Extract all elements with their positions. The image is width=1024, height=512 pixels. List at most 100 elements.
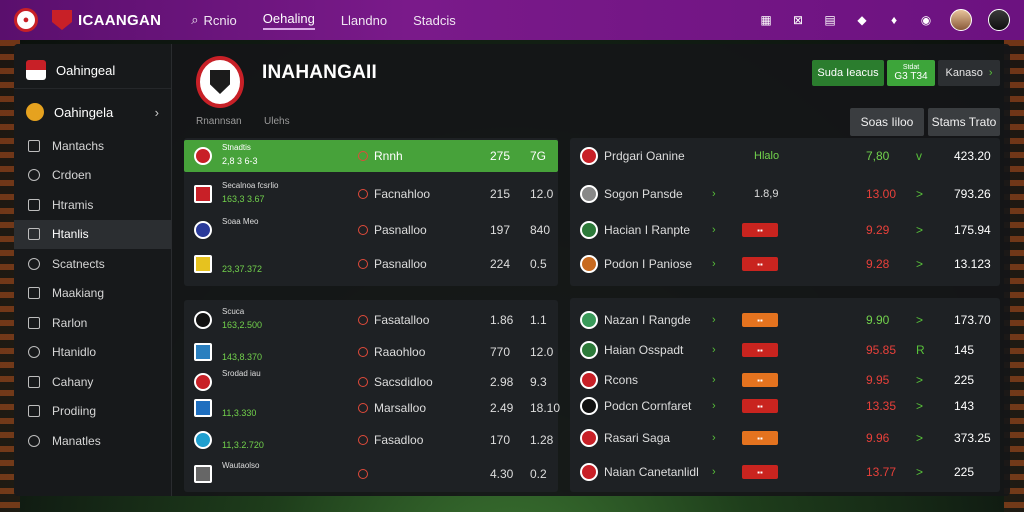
stat-a: 2.98 [490, 375, 514, 389]
nav-item-stadcis[interactable]: Stadcis [413, 12, 456, 28]
nav-item-search[interactable]: ⌕ Rcnio [191, 12, 237, 28]
left-panel-bottom: Scuca 163,2.500 Fasatalloo 1.86 1.1 143,… [184, 300, 560, 492]
sidebar-item-2[interactable]: Htramis [14, 190, 171, 220]
table-row[interactable]: Podon I Paniose › ▪▪ 9.28 > 13.123 [570, 248, 1000, 280]
table-icon[interactable]: ▤ [824, 13, 836, 27]
stat-b: 7G [530, 149, 547, 163]
trend-arrow-icon[interactable]: > [916, 399, 924, 413]
table-row[interactable]: 143,8.370 Raaohloo 770 12.0 [184, 336, 558, 368]
chevron-right-icon[interactable]: › [712, 432, 716, 444]
right-panel-top: Prdgari Oanine Hlalo 7,80 v 423.20 Sogon… [570, 138, 1000, 286]
trend-arrow-icon[interactable]: > [916, 373, 924, 387]
tag-icon[interactable]: ◆ [857, 13, 867, 27]
grid-icon[interactable]: ⊠ [792, 13, 804, 27]
sidebar-item-3[interactable]: Htanlis [14, 219, 171, 249]
trend-arrow-icon[interactable]: > [916, 431, 924, 445]
team-crest-icon [194, 465, 212, 483]
table-row[interactable]: Haian Osspadt › ▪▪ 95.85 R 145 [570, 334, 1000, 366]
trend-arrow-icon[interactable]: > [916, 257, 924, 271]
sidebar-item-5[interactable]: Maakiang [14, 279, 171, 309]
table-row[interactable]: 23,37.372 Pasnalloo 224 0.5 [184, 248, 558, 280]
trend-arrow-icon[interactable]: R [916, 343, 925, 357]
table-row[interactable]: Hacian I Ranpte › ▪▪ 9.29 > 175.94 [570, 214, 1000, 246]
app-logo-icon[interactable]: ● [14, 8, 38, 32]
avatar[interactable] [950, 9, 972, 31]
table-row[interactable]: Nazan I Rangde › ▪▪ 9.90 > 173.70 [570, 304, 1000, 336]
table-row[interactable]: Rcons › ▪▪ 9.95 > 225 [570, 364, 1000, 396]
sidebar-item-4[interactable]: Scatnects [14, 249, 171, 279]
brand-name[interactable]: ICAANGAN [78, 11, 162, 29]
team-crest-icon [194, 311, 212, 329]
action-button-b[interactable]: Stdat G3 T34 [887, 60, 935, 86]
globe-icon[interactable]: ◉ [920, 13, 932, 27]
sidebar-item-0[interactable]: Mantachs [14, 131, 171, 161]
chevron-right-icon[interactable]: › [712, 314, 716, 326]
team-crest-icon [194, 221, 212, 239]
player-icon [358, 259, 368, 269]
trend-arrow-icon[interactable]: > [916, 465, 924, 479]
chevron-right-icon[interactable]: › [712, 258, 716, 270]
team-stat: 23,37.372 [222, 264, 263, 274]
table-row[interactable]: Naian Canetanlidl › ▪▪ 13.77 > 225 [570, 456, 1000, 488]
sidebar-item-10[interactable]: Manatles [14, 426, 171, 456]
team-name: Scuca [222, 307, 245, 316]
player-icon [358, 315, 368, 325]
flag-icon[interactable]: ▦ [760, 13, 772, 27]
table-row[interactable]: Wautaolso 4.30 0.2 [184, 458, 558, 490]
table-row[interactable]: Stnadtis 2,8 3 6-3 Rnnh 275 7G [184, 140, 558, 172]
table-row[interactable]: 11,3.330 Marsalloo 2.49 18.10 [184, 392, 560, 424]
sidebar-club-selector[interactable]: Oahingela › [14, 88, 171, 131]
action-button-d[interactable]: Soas Iiloo [850, 108, 924, 136]
table-row[interactable]: Soaa Meo Pasnalloo 197 840 [184, 214, 558, 246]
team-stat: 163,2.500 [222, 320, 263, 330]
chevron-right-icon[interactable]: › [712, 344, 716, 356]
table-row[interactable]: Secalnoa fcsrlio 163,3 3.67 Facnahloo 21… [184, 178, 558, 210]
table-row[interactable]: Podcn Cornfaret › ▪▪ 13.35 > 143 [570, 390, 1000, 422]
sidebar-item-9[interactable]: Prodiing [14, 397, 171, 427]
sidebar-club-name: Oahingela [54, 104, 114, 120]
table-row[interactable]: Srodad iau Sacsdidloo 2.98 9.3 [184, 366, 558, 398]
list-icon [28, 198, 40, 211]
stat-b: 840 [530, 223, 551, 237]
chevron-right-icon: › [988, 67, 993, 79]
action-button-e[interactable]: Stams Trato [928, 108, 1000, 136]
player-name: Sacsdidloo [374, 375, 433, 389]
chevron-right-icon[interactable]: › [712, 466, 716, 478]
sidebar-item-1[interactable]: Crdoen [14, 161, 171, 191]
chevron-right-icon[interactable]: › [712, 374, 716, 386]
sidebar-item-6[interactable]: Rarlon [14, 308, 171, 338]
nav-item-oehaling[interactable]: Oehaling [262, 11, 315, 30]
total-value: 793.26 [954, 187, 991, 201]
nav-item-llandno[interactable]: Llandno [340, 12, 388, 28]
table-row[interactable]: Scuca 163,2.500 Fasatalloo 1.86 1.1 [184, 304, 558, 336]
action-button-a[interactable]: Suda Ieacus [812, 60, 884, 86]
team-crest-icon [580, 255, 598, 273]
fixture-name: Hacian I Ranpte [604, 223, 691, 237]
status-badge: ▪▪ [742, 373, 778, 387]
sidebar-item-8[interactable]: Cahany [14, 367, 171, 397]
odds-value: 95.85 [866, 343, 897, 357]
team-crest-icon [580, 185, 598, 203]
avatar-secondary[interactable] [988, 9, 1010, 31]
sidebar-header[interactable]: Oahingeal [14, 44, 171, 88]
action-button-c[interactable]: Kanaso › [938, 60, 1000, 86]
trend-arrow-icon[interactable]: v [916, 149, 922, 163]
chevron-right-icon[interactable]: › [712, 224, 716, 236]
table-row[interactable]: Prdgari Oanine Hlalo 7,80 v 423.20 [570, 140, 1000, 172]
table-row[interactable]: Sogon Pansde › 1.8,9 13.00 > 793.26 [570, 178, 1000, 210]
clock-icon [28, 169, 40, 182]
sidebar-item-7[interactable]: Htanidlo [14, 338, 171, 368]
club-crest-icon [26, 60, 46, 80]
sidebar-item-label: Prodiing [52, 404, 97, 419]
table-row[interactable]: Rasari Saga › ▪▪ 9.96 > 373.25 [570, 422, 1000, 454]
trend-arrow-icon[interactable]: > [916, 187, 924, 201]
chevron-right-icon[interactable]: › [712, 188, 716, 200]
notification-icon[interactable]: ♦ [890, 13, 898, 27]
table-row[interactable]: 11,3.2.720 Fasadloo 170 1.28 [184, 424, 558, 456]
player-icon [358, 403, 368, 413]
trend-arrow-icon[interactable]: > [916, 223, 924, 237]
trend-arrow-icon[interactable]: > [916, 313, 924, 327]
chevron-right-icon[interactable]: › [712, 400, 716, 412]
search-icon: ⌕ [191, 12, 199, 27]
sidebar-item-label: Htramis [52, 197, 94, 212]
